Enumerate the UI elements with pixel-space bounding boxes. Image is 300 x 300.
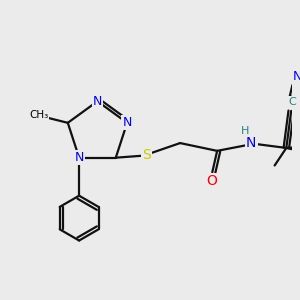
Text: CH₃: CH₃ [29, 110, 48, 120]
Text: O: O [206, 174, 217, 188]
Text: N: N [246, 136, 256, 150]
Text: C: C [288, 97, 296, 107]
Text: N: N [93, 95, 102, 108]
Text: N: N [74, 151, 84, 164]
Text: N: N [122, 116, 132, 129]
Text: H: H [241, 126, 250, 136]
Text: N: N [292, 70, 300, 83]
Text: S: S [142, 148, 151, 162]
